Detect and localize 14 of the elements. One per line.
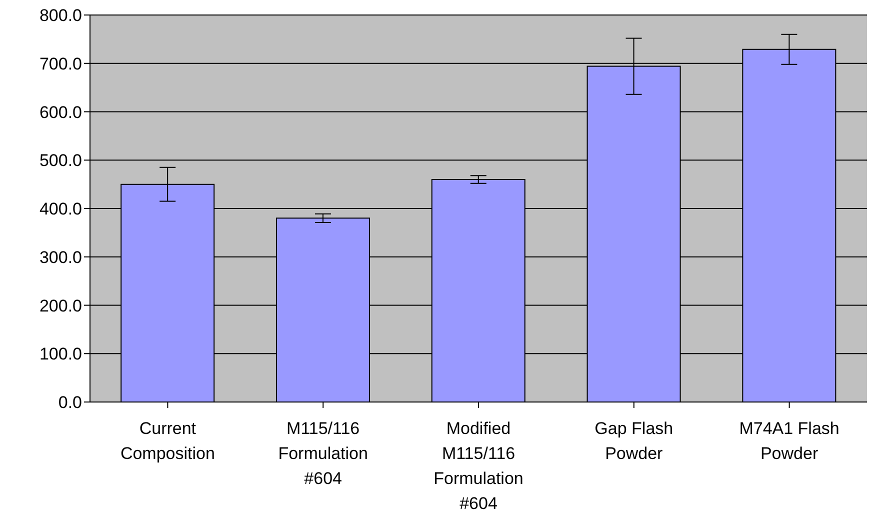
y-tick-label: 500.0 (39, 151, 82, 170)
x-tick-label: Modified M115/116 Formulation #604 (434, 419, 524, 513)
y-tick-label: 800.0 (39, 6, 82, 26)
y-tick-label: 200.0 (39, 296, 82, 316)
x-tick-label: Current Composition (120, 419, 215, 463)
y-tick-label: 700.0 (39, 54, 82, 74)
y-tick-label: 0.0 (58, 393, 82, 412)
y-tick-label: 300.0 (39, 248, 82, 267)
y-tick-label: 400.0 (39, 200, 82, 219)
x-tick-label: M115/116 Formulation #604 (278, 419, 368, 488)
y-tick-label: 100.0 (39, 344, 82, 364)
x-tick-label: M74A1 Flash Powder (739, 419, 840, 463)
y-tick-label: 600.0 (39, 102, 82, 122)
x-tick-label: Gap Flash Powder (594, 419, 674, 463)
